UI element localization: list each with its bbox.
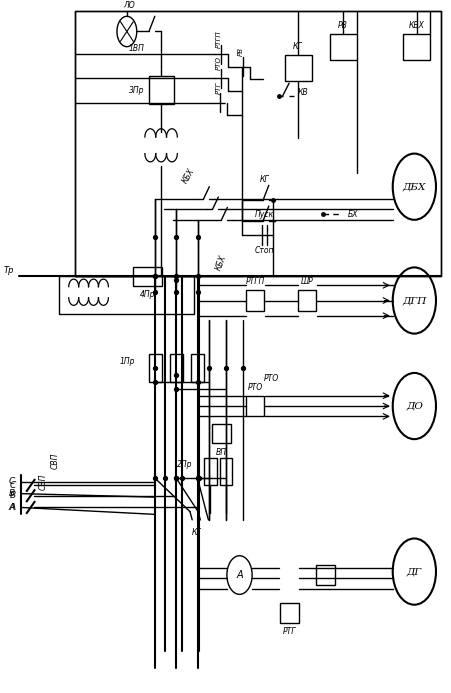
Text: РТО: РТО xyxy=(216,56,222,70)
Text: РТГП: РТГП xyxy=(216,30,222,48)
Text: РТО: РТО xyxy=(263,374,278,383)
Bar xyxy=(329,34,356,60)
Text: С: С xyxy=(9,477,15,486)
Text: Пуск: Пуск xyxy=(254,210,273,219)
Text: ВП: ВП xyxy=(216,448,226,457)
Text: РТГ: РТГ xyxy=(282,627,295,636)
Bar xyxy=(212,424,230,444)
Text: РТГ: РТГ xyxy=(215,81,221,94)
Text: БХ: БХ xyxy=(347,210,357,219)
Text: С: С xyxy=(9,481,16,490)
Text: РВ: РВ xyxy=(237,47,244,56)
Text: РТО: РТО xyxy=(247,383,262,392)
Text: КБХ: КБХ xyxy=(181,167,197,186)
Text: ЛО: ЛО xyxy=(123,1,135,10)
Bar xyxy=(149,354,161,382)
Text: 3Пр: 3Пр xyxy=(129,86,144,95)
Bar xyxy=(75,11,441,277)
Text: КБХ: КБХ xyxy=(408,21,423,30)
Text: 2Пр: 2Пр xyxy=(176,460,192,469)
Text: Тр: Тр xyxy=(4,266,14,275)
Bar xyxy=(170,354,182,382)
Text: А: А xyxy=(9,503,15,512)
Text: КГ: КГ xyxy=(293,42,302,51)
Text: ДГ: ДГ xyxy=(406,567,421,576)
Text: ДБХ: ДБХ xyxy=(402,182,425,191)
Bar xyxy=(219,458,232,485)
Text: КБХ: КБХ xyxy=(214,254,228,272)
Text: КГ: КГ xyxy=(192,528,201,537)
Bar xyxy=(279,604,298,622)
Bar xyxy=(246,396,264,416)
Bar xyxy=(284,55,311,81)
Text: ДГП: ДГП xyxy=(401,296,426,305)
Text: Стоп: Стоп xyxy=(254,245,273,254)
Text: КГ: КГ xyxy=(259,175,268,184)
Text: ДО: ДО xyxy=(405,401,422,410)
Text: 1Пр: 1Пр xyxy=(119,357,135,366)
Text: 1ВП: 1ВП xyxy=(129,44,144,53)
Bar xyxy=(191,354,203,382)
Text: КВ: КВ xyxy=(298,88,308,97)
Text: А: А xyxy=(236,570,242,580)
Bar xyxy=(203,458,216,485)
Bar xyxy=(246,290,264,311)
Bar xyxy=(298,290,315,311)
Bar xyxy=(402,34,429,60)
Bar xyxy=(133,267,162,286)
Text: В: В xyxy=(9,491,16,500)
Text: А: А xyxy=(9,503,16,512)
Text: 4Пр: 4Пр xyxy=(139,290,155,299)
Text: В: В xyxy=(9,489,15,498)
Bar xyxy=(148,76,173,104)
Bar xyxy=(315,565,334,585)
Text: СВП: СВП xyxy=(50,453,59,469)
Text: СВП: СВП xyxy=(39,474,48,490)
Text: РТГП: РТГП xyxy=(245,277,264,286)
Text: ШР: ШР xyxy=(300,277,313,286)
Text: РВ: РВ xyxy=(337,21,347,30)
Bar xyxy=(59,277,194,315)
